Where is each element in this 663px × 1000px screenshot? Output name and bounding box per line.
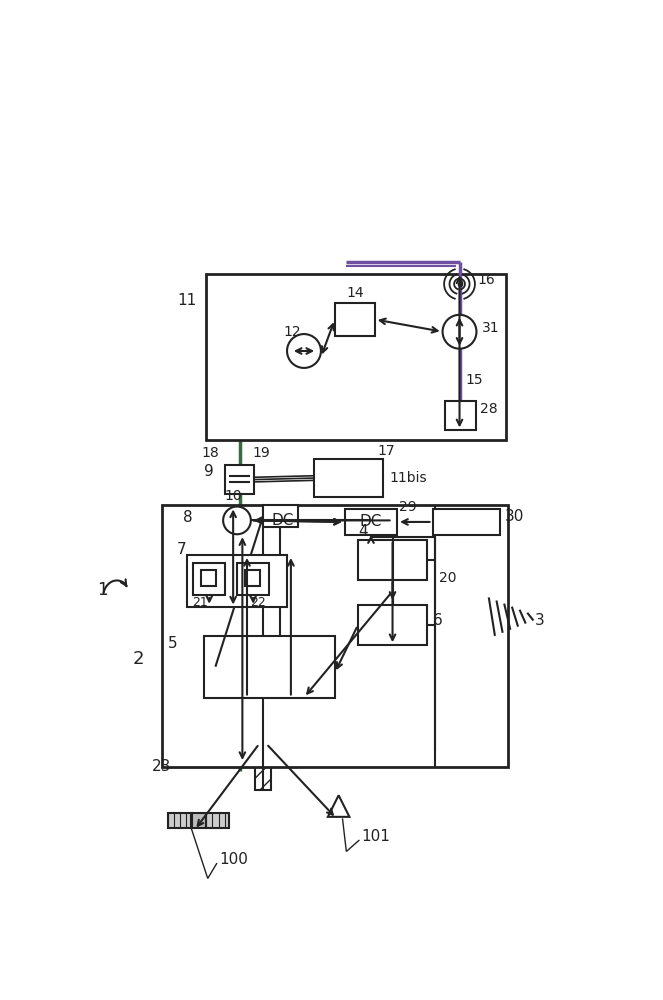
Circle shape (287, 334, 321, 368)
Bar (358, 605, 427, 645)
Text: 11bis: 11bis (389, 471, 427, 485)
Bar (255, 744, 271, 790)
Bar (206, 813, 229, 828)
Text: 12: 12 (283, 325, 301, 339)
Text: 14: 14 (346, 286, 364, 300)
Circle shape (223, 507, 251, 534)
Text: 5: 5 (168, 636, 177, 651)
Circle shape (443, 315, 477, 349)
Text: 101: 101 (362, 829, 391, 844)
Text: 2: 2 (133, 650, 144, 668)
Text: 28: 28 (480, 402, 498, 416)
Bar (206, 274, 507, 440)
Text: 31: 31 (482, 321, 499, 335)
Bar (345, 509, 397, 535)
Bar (245, 570, 260, 586)
Text: 4: 4 (358, 524, 367, 539)
Bar (204, 636, 335, 698)
Bar (187, 555, 287, 607)
Text: 9: 9 (204, 464, 213, 479)
Bar (237, 563, 269, 595)
Text: 21: 21 (192, 596, 208, 609)
Bar (168, 813, 191, 828)
Bar (263, 505, 298, 527)
Bar (225, 465, 254, 494)
Text: 11: 11 (177, 293, 196, 308)
Text: 10: 10 (225, 489, 242, 503)
Bar (314, 459, 383, 497)
Bar (162, 505, 508, 767)
Text: 23: 23 (152, 759, 172, 774)
Bar (358, 540, 427, 580)
Text: DC: DC (272, 513, 294, 528)
Text: 17: 17 (377, 444, 394, 458)
Text: 8: 8 (183, 510, 193, 525)
Text: 1: 1 (97, 581, 108, 599)
Text: 29: 29 (398, 500, 416, 514)
Text: 15: 15 (465, 373, 483, 387)
Text: 30: 30 (505, 509, 524, 524)
Bar (432, 509, 501, 535)
Text: 3: 3 (535, 613, 545, 628)
Bar (445, 401, 475, 430)
Bar (335, 303, 375, 336)
Bar (193, 563, 225, 595)
Text: 22: 22 (250, 596, 266, 609)
Text: 6: 6 (432, 613, 442, 628)
Bar (192, 813, 206, 828)
Text: 18: 18 (202, 446, 219, 460)
Text: DC: DC (360, 514, 382, 529)
Text: 20: 20 (439, 571, 456, 585)
Text: 16: 16 (477, 273, 495, 287)
Text: 7: 7 (177, 542, 186, 557)
Text: 100: 100 (219, 852, 248, 867)
Bar (201, 570, 216, 586)
Text: 19: 19 (253, 446, 270, 460)
